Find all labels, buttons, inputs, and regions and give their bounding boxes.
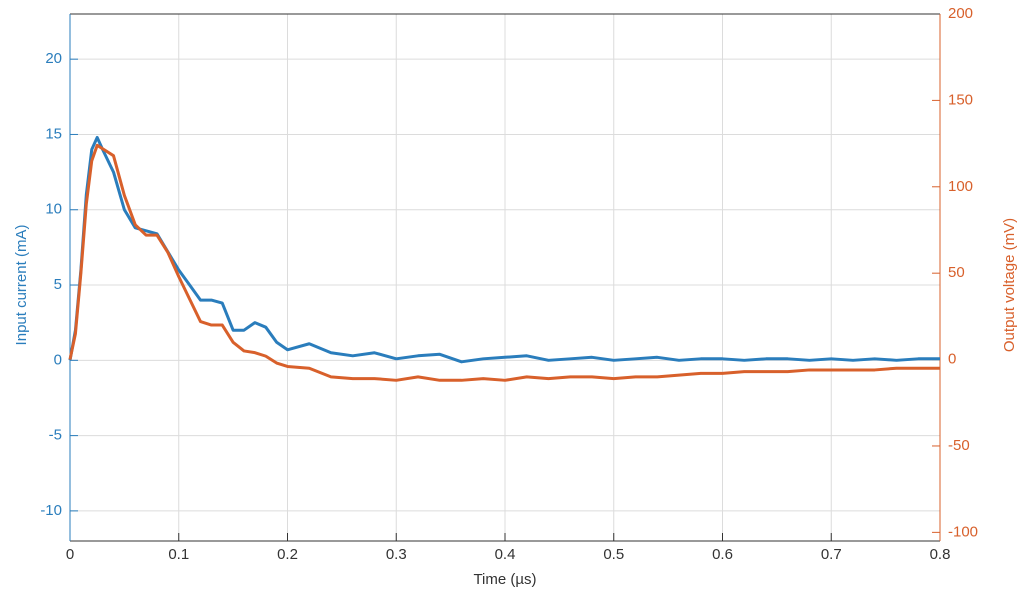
x-tick-label: 0 — [66, 546, 74, 563]
x-tick-label: 0.4 — [495, 546, 516, 563]
y-tick-label: 15 — [45, 125, 62, 142]
y-tick-label: 5 — [54, 276, 62, 293]
x-tick-label: 0.7 — [821, 546, 842, 563]
x-tick-label: 0.1 — [168, 546, 189, 563]
data-line — [68, 143, 940, 382]
x-tick-label: 0.5 — [603, 546, 624, 563]
y2-tick-label: -50 — [948, 437, 970, 454]
x-tick-label: 0.3 — [386, 546, 407, 563]
y-tick-label: -10 — [40, 502, 62, 519]
y-tick-label: 0 — [54, 351, 62, 368]
y-tick-label: 20 — [45, 50, 62, 67]
y2-tick-label: 50 — [948, 264, 965, 281]
y2-tick-label: 150 — [948, 91, 973, 108]
y2-tick-label: -100 — [948, 523, 978, 540]
data-line — [68, 135, 940, 364]
y2-tick-label: 200 — [948, 5, 973, 22]
y-tick-label: -5 — [49, 427, 62, 444]
y-axis-label: Input current (mA) — [13, 225, 30, 346]
x-tick-label: 0.8 — [930, 546, 951, 563]
y2-tick-label: 100 — [948, 178, 973, 195]
x-tick-label: 0.6 — [712, 546, 733, 563]
x-tick-label: 0.2 — [277, 546, 298, 563]
x-axis-label: Time (µs) — [473, 571, 536, 588]
y2-axis-label: Output voltage (mV) — [1001, 218, 1018, 352]
y-tick-label: 10 — [45, 201, 62, 218]
y2-tick-label: 0 — [948, 351, 956, 368]
